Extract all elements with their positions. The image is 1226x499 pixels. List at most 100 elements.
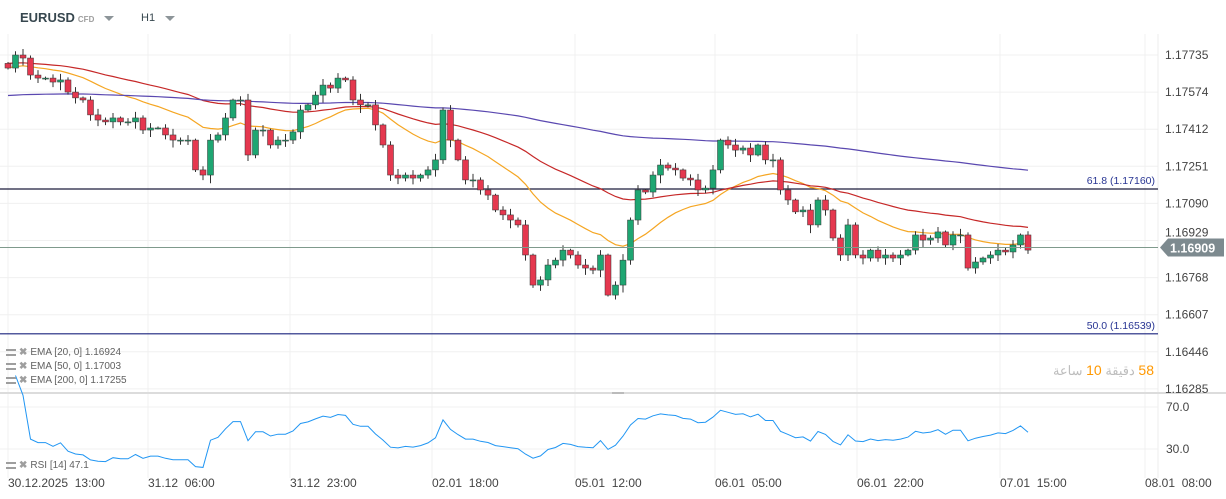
price-tick-label: 1.17735	[1165, 48, 1209, 62]
close-icon[interactable]: ✖	[19, 361, 28, 372]
legend-label: RSI [14] 47.1	[30, 460, 89, 471]
candle	[919, 228, 927, 248]
settings-icon[interactable]	[6, 377, 16, 384]
candle	[304, 103, 312, 112]
candle-body	[192, 139, 199, 171]
candle	[394, 168, 402, 185]
ema-line-200	[7, 93, 1029, 171]
candle-body	[409, 174, 417, 179]
candle	[259, 125, 267, 137]
candle-body	[642, 189, 649, 193]
fib-label: 61.8 (1.17160)	[1087, 175, 1155, 187]
candle-body	[57, 79, 64, 83]
candle-body	[207, 139, 214, 176]
candle-body	[537, 279, 544, 286]
candle-body	[229, 99, 237, 119]
price-tick-label: 1.16929	[1165, 226, 1209, 240]
candle	[342, 76, 349, 83]
candle-body	[42, 77, 49, 80]
candle	[64, 77, 72, 95]
candle-body	[627, 219, 634, 261]
close-icon[interactable]: ✖	[19, 375, 28, 386]
candle-body	[972, 261, 979, 269]
candle-body	[889, 254, 897, 259]
candle-body	[387, 144, 394, 176]
candle-body	[469, 179, 477, 182]
candle-body	[12, 54, 19, 69]
candle-body	[544, 264, 552, 281]
candle-body	[94, 114, 102, 121]
candle	[604, 253, 612, 297]
candle-body	[687, 177, 694, 181]
settings-icon[interactable]	[6, 349, 16, 356]
close-icon[interactable]: ✖	[19, 460, 28, 471]
candle-body	[702, 187, 709, 191]
candle	[42, 76, 49, 81]
close-icon[interactable]: ✖	[19, 347, 28, 358]
settings-icon[interactable]	[6, 363, 16, 370]
candle	[409, 170, 417, 185]
candle	[49, 74, 57, 88]
symbol-selector[interactable]: EURUSD CFD	[20, 10, 115, 25]
candle	[544, 258, 552, 287]
candle	[267, 128, 274, 149]
candle-body	[672, 167, 679, 171]
candle	[319, 79, 327, 103]
candle-body	[709, 169, 717, 189]
countdown-minutes-unit: دقيقة	[1101, 363, 1139, 378]
rsi-tick-label: 30.0	[1166, 442, 1190, 456]
candle-body	[237, 99, 244, 102]
legend-label: EMA [200, 0] 1.17255	[30, 375, 127, 386]
chart-header: EURUSD CFD H1	[0, 0, 1226, 34]
time-tick-label: 30.12.2025 13:00	[8, 476, 105, 490]
candle-body	[799, 209, 807, 213]
candle	[417, 173, 424, 182]
candle-body	[582, 264, 589, 269]
candle	[979, 256, 987, 265]
countdown-hours: 10	[1086, 362, 1102, 378]
candle	[792, 198, 799, 214]
candle-body	[87, 99, 94, 116]
time-tick-label: 02.01 18:00	[432, 476, 499, 490]
candle	[244, 93, 252, 162]
timeframe-selector[interactable]: H1	[141, 12, 176, 24]
candle	[147, 123, 154, 138]
candle-body	[724, 139, 732, 146]
candle	[739, 145, 747, 155]
candle	[274, 136, 282, 149]
candle	[1002, 247, 1009, 256]
candle	[169, 128, 177, 148]
current-price-tag	[1160, 238, 1224, 257]
candle-body	[64, 79, 72, 93]
candle-body	[882, 254, 889, 259]
settings-icon[interactable]	[6, 462, 16, 469]
candle-body	[867, 249, 874, 259]
candle	[927, 235, 934, 245]
candle	[784, 185, 792, 205]
candle-body	[34, 74, 42, 79]
candle	[597, 250, 604, 278]
candle-body	[424, 169, 432, 176]
candle	[732, 138, 739, 157]
candle-body	[964, 234, 972, 269]
candle	[672, 163, 679, 176]
candle-body	[132, 117, 139, 123]
candle-body	[199, 169, 207, 176]
candle-body	[304, 104, 312, 111]
candle	[237, 96, 244, 106]
candle	[439, 107, 447, 164]
candle-body	[492, 194, 499, 211]
candle-body	[634, 189, 642, 221]
candle	[964, 232, 972, 271]
candle	[109, 113, 117, 129]
candle	[124, 118, 132, 126]
candle	[492, 193, 499, 213]
candle	[1024, 231, 1032, 254]
candle	[154, 126, 162, 130]
candle	[852, 222, 859, 259]
candle	[867, 248, 874, 262]
candle-body	[649, 174, 657, 193]
candle-body	[874, 249, 882, 259]
candle	[814, 197, 822, 228]
